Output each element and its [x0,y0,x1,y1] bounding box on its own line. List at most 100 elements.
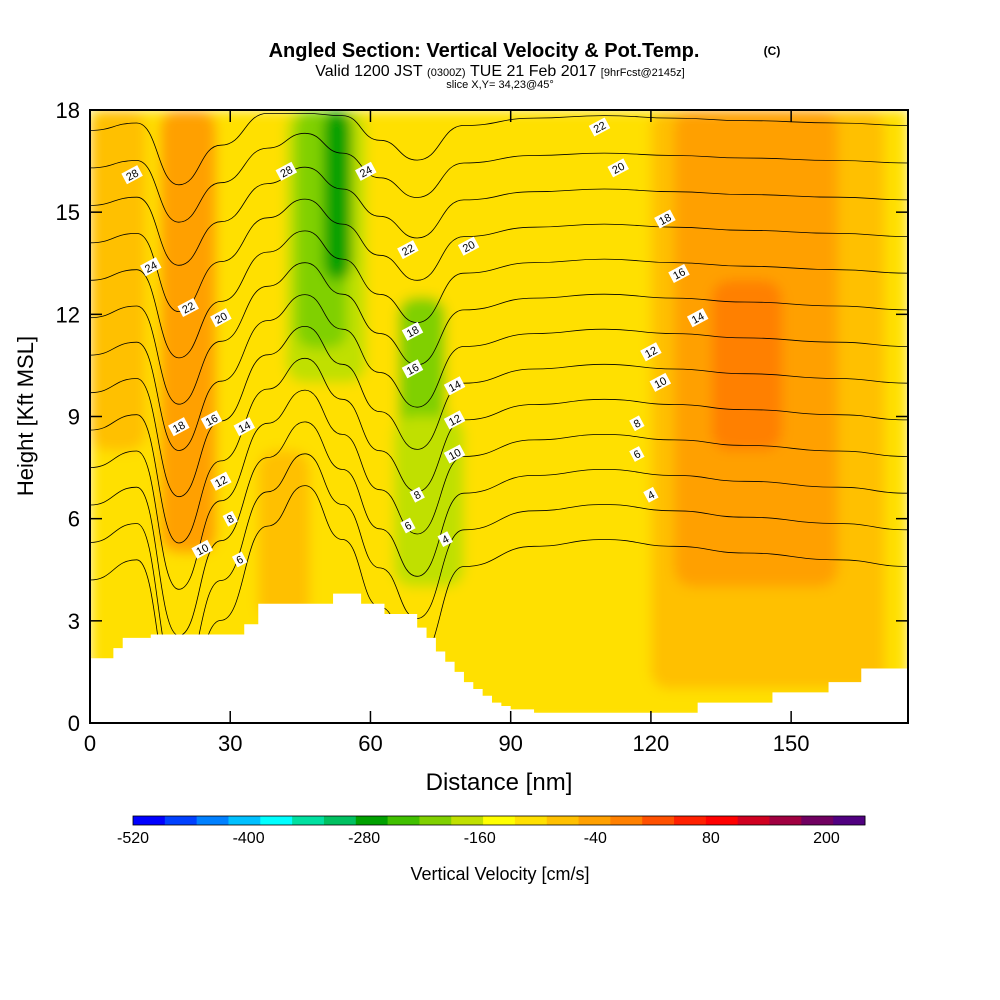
contour-label: 10 [649,372,672,392]
contour-label: 16 [401,359,424,379]
theta-contour-line [90,113,908,186]
colorbar-swatch [833,816,866,825]
colorbar-swatch [610,816,643,825]
contour-label-text: 18 [405,324,421,340]
contour-label-text: 18 [171,419,187,435]
contour-label-bg [210,471,232,491]
y-axis-label: Height [Kft MSL] [13,336,38,496]
theta-contour-line [90,294,908,451]
theta-contour-line [90,166,908,266]
colorbar-swatch [228,816,261,825]
contour-label-text: 20 [213,310,229,326]
colorbar-swatch [546,816,580,825]
contour-label: 28 [275,161,298,181]
contour-label-bg [409,486,425,503]
contour-label: 18 [654,209,676,229]
contour-label-text: 16 [405,362,421,378]
colorbar-swatch [737,816,771,825]
contour-label: 6 [629,446,645,462]
x-tick-label: 150 [773,731,810,756]
contour-label-bg [355,161,377,181]
contour-label-text: 22 [400,242,416,258]
contour-label-text: 4 [440,533,451,546]
contour-label-text: 28 [279,164,295,180]
colorbar-swatch [801,816,834,825]
y-tick-label: 12 [56,302,80,327]
contour-label-bg [233,417,256,437]
contour-label-text: 16 [671,266,687,282]
contour-label: 16 [200,410,223,430]
x-tick-label: 0 [84,731,96,756]
theta-contour-line [90,132,908,223]
x-tick-label: 60 [358,731,382,756]
x-tick-label: 120 [633,731,670,756]
contour-label-text: 4 [646,489,657,502]
contour-label-bg [231,551,248,568]
contour-label: 12 [210,471,232,491]
contour-label-text: 8 [412,489,423,502]
contour-label: 10 [443,444,466,464]
contour-label: 8 [222,510,238,527]
theta-contour-line [90,262,908,405]
colorbar-swatch [387,816,420,825]
terrain [90,593,908,723]
contour-label: 20 [607,158,629,178]
colorbar-swatch [164,816,198,825]
contour-label-bg [668,263,690,284]
velocity-region [711,280,782,451]
colorbar-swatch [578,816,611,825]
contour-label: 8 [409,486,425,503]
velocity-region [160,110,217,553]
contour-label-bg [443,444,466,464]
contour-label: 24 [355,161,377,181]
contour-label-bg [443,410,466,430]
colorbar-swatch [483,816,516,825]
theta-contour-line [90,230,908,359]
contour-label: 8 [629,415,645,432]
x-tick-label: 30 [218,731,242,756]
colorbar-tick-label: -400 [233,830,265,847]
contour-label: 14 [686,308,709,328]
contour-label-text: 14 [237,419,253,435]
contour-label-bg [588,117,611,137]
contour-label-text: 24 [358,164,374,180]
contour-label: 24 [140,257,162,277]
contour-label: 12 [640,342,662,362]
contour-label-text: 14 [447,379,463,395]
contour-label-bg [629,415,645,432]
contour-label-bg [400,517,416,534]
colorbar-tick-label: 200 [813,830,840,847]
theta-contour-line [90,389,908,590]
subtitle-utc: (0300Z) [427,67,466,79]
plot-area: 28 24 22 20 18 16 14 12 10 8 6 28 24 22 20 18 16 14 12 10 8 6… [90,110,908,723]
colorbar-label: Vertical Velocity [cm/s] [410,864,589,884]
contour-label-text: 16 [204,413,220,429]
contour-label-text: 14 [690,310,706,326]
colorbar-swatch [674,816,707,825]
contour-label-bg [640,342,662,362]
contour-label: 18 [401,321,424,341]
contour-label-text: 10 [447,447,463,463]
contour-label-text: 12 [643,345,659,361]
contour-label-bg [121,165,143,185]
theta-contour-line [90,421,908,637]
y-tick-label: 15 [56,200,80,225]
contour-label-text: 8 [632,417,643,430]
contour-label: 22 [588,117,611,137]
colorbar-frame [132,815,866,826]
contour-label-text: 20 [610,161,626,177]
subtitle-forecast: [9hrFcst@2145z] [601,67,685,79]
x-tick-label: 90 [498,731,522,756]
y-axis: 0 3 6 9 12 15 18 [56,98,908,736]
contour-label: 18 [168,417,190,437]
theta-contours [90,113,908,714]
y-tick-label: 18 [56,98,80,123]
colorbar-swatch [451,816,484,825]
contour-label-bg [649,372,672,392]
contour-label-bg [607,158,629,178]
contour-label-bg [275,161,298,181]
contour-label: 28 [121,165,143,185]
contour-label-text: 12 [447,413,463,429]
contour-label-text: 24 [143,259,159,275]
